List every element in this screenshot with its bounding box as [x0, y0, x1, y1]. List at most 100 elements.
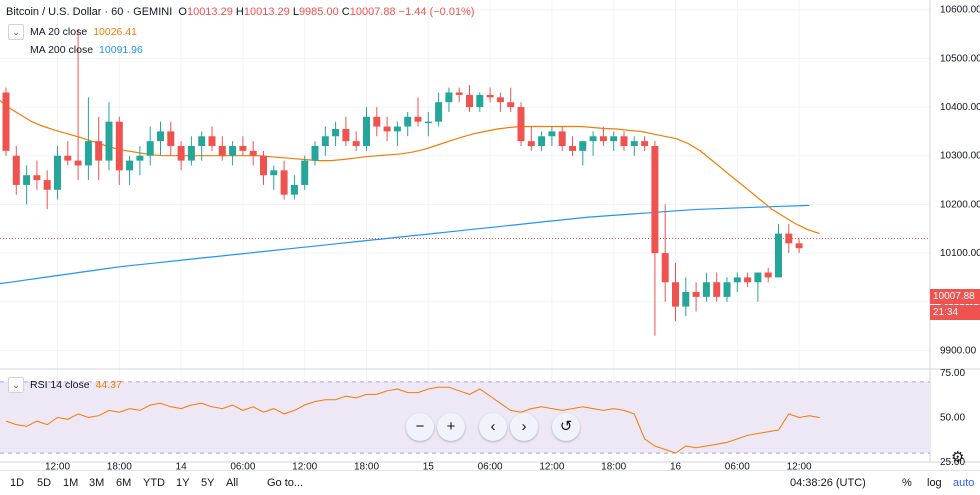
high-label: H: [235, 6, 244, 18]
utc-clock: 04:38:26 (UTC): [790, 477, 866, 489]
candle-body: [589, 136, 597, 142]
candle-body: [507, 102, 515, 108]
price-axis-label: 10400.00: [940, 102, 980, 113]
open-label: O: [178, 6, 187, 18]
auto-toggle[interactable]: auto: [953, 477, 975, 489]
candle-body: [167, 131, 175, 146]
candle-body: [599, 136, 607, 142]
candle-body: [713, 282, 721, 297]
candle-body: [641, 141, 649, 146]
candle-body: [373, 116, 381, 127]
ma200-line: [0, 204, 810, 285]
candle-body: [64, 155, 72, 161]
percent-toggle[interactable]: %: [902, 477, 912, 489]
time-axis-label: 06:00: [478, 461, 503, 472]
log-toggle[interactable]: log: [927, 477, 942, 489]
rsi-legend[interactable]: ⌄ RSI 14 close 44.37: [8, 377, 122, 393]
range-1m[interactable]: 1M: [63, 477, 79, 489]
candle-body: [332, 128, 340, 137]
time-axis-label: 06:00: [230, 461, 255, 472]
range-5d[interactable]: 5D: [37, 477, 52, 489]
reset-chart-button[interactable]: ↺: [552, 413, 580, 441]
candle-body: [548, 131, 556, 137]
rsi-axis-label: 75.00: [940, 368, 965, 379]
candle-body: [404, 116, 412, 127]
candle-body: [785, 233, 793, 244]
chevron-down-icon[interactable]: ⌄: [8, 377, 24, 393]
candle-body: [157, 131, 164, 142]
range-1d[interactable]: 1D: [10, 477, 25, 489]
rsi-label: RSI 14 close: [30, 379, 90, 391]
candle-body: [579, 141, 587, 151]
candle-body: [229, 146, 237, 156]
candle-body: [754, 272, 762, 283]
candle-body: [33, 175, 41, 181]
range-3m[interactable]: 3M: [89, 477, 105, 489]
price-axis-label: 9900.00: [940, 345, 977, 356]
goto-button[interactable]: Go to...: [267, 477, 304, 489]
candle-body: [414, 116, 422, 122]
high-value: 10013.29: [243, 6, 290, 18]
rsi-axis-label: 50.00: [940, 413, 965, 424]
candle-body: [43, 180, 51, 190]
candle-body: [270, 170, 278, 176]
candle-body: [208, 136, 216, 146]
ma200-value: 10091.96: [99, 44, 143, 56]
candle-body: [187, 146, 195, 161]
range-all[interactable]: All: [226, 477, 239, 489]
candle-body: [795, 243, 803, 249]
time-axis-label: 06:00: [725, 461, 750, 472]
candle-body: [496, 97, 504, 103]
time-axis-label: 14: [176, 461, 188, 472]
candle-body: [424, 121, 432, 124]
rsi-line: [5, 386, 820, 454]
ma20-legend[interactable]: ⌄ MA 20 close 10026.41: [8, 24, 137, 40]
candle-body: [260, 155, 267, 176]
candle-body: [610, 136, 618, 142]
range-5y[interactable]: 5Y: [201, 477, 215, 489]
symbol-title: Bitcoin / U.S. Dollar · 60 · GEMINI: [6, 6, 173, 18]
bottom-toolbar: 1D 5D 1M 3M 6M YTD 1Y 5Y All Go to... 04…: [0, 470, 980, 495]
zoom-out-button[interactable]: −: [406, 413, 434, 441]
gear-icon[interactable]: ⚙: [951, 449, 965, 466]
time-axis-label: 16: [670, 461, 682, 472]
time-axis-label: 12:00: [539, 461, 564, 472]
open-value: 10013.29: [186, 6, 233, 18]
candle-body: [74, 160, 82, 166]
candle-body: [23, 175, 31, 185]
candle-body: [383, 126, 391, 132]
candle-body: [630, 141, 638, 146]
candle-body: [363, 116, 370, 146]
range-ytd[interactable]: YTD: [143, 477, 165, 489]
range-6m[interactable]: 6M: [116, 477, 132, 489]
candle-body: [476, 94, 484, 108]
scroll-left-button[interactable]: ‹: [479, 413, 507, 441]
range-1y[interactable]: 1Y: [176, 477, 190, 489]
candle-body: [486, 94, 494, 98]
candle-body: [620, 136, 628, 146]
candle-body: [105, 121, 113, 161]
time-axis-label: 15: [423, 461, 435, 472]
scroll-right-button[interactable]: ›: [510, 413, 538, 441]
candle-body: [702, 282, 710, 297]
time-axis-label: 18:00: [107, 461, 132, 472]
price-axis-label: 10100.00: [940, 248, 980, 259]
chevron-down-icon[interactable]: ⌄: [8, 24, 24, 40]
candle-body: [744, 277, 752, 283]
candle-body: [445, 92, 453, 103]
candle-body: [352, 141, 360, 146]
candle-body: [239, 146, 247, 151]
close-value: 10007.88: [349, 6, 396, 18]
zoom-in-button[interactable]: +: [437, 413, 465, 441]
ma200-legend[interactable]: MA 200 close 10091.96: [30, 44, 143, 56]
ma20-label: MA 20 close: [30, 26, 88, 38]
last-price-tag: 10007.88: [930, 289, 980, 304]
candle-body: [569, 146, 576, 151]
price-axis-label: 10500.00: [940, 53, 980, 64]
rsi-axis-label: 25.00: [940, 457, 965, 468]
candle-body: [661, 253, 669, 283]
candle-body: [12, 155, 20, 185]
candle-body: [301, 160, 309, 185]
time-axis-label: 12:00: [45, 461, 70, 472]
